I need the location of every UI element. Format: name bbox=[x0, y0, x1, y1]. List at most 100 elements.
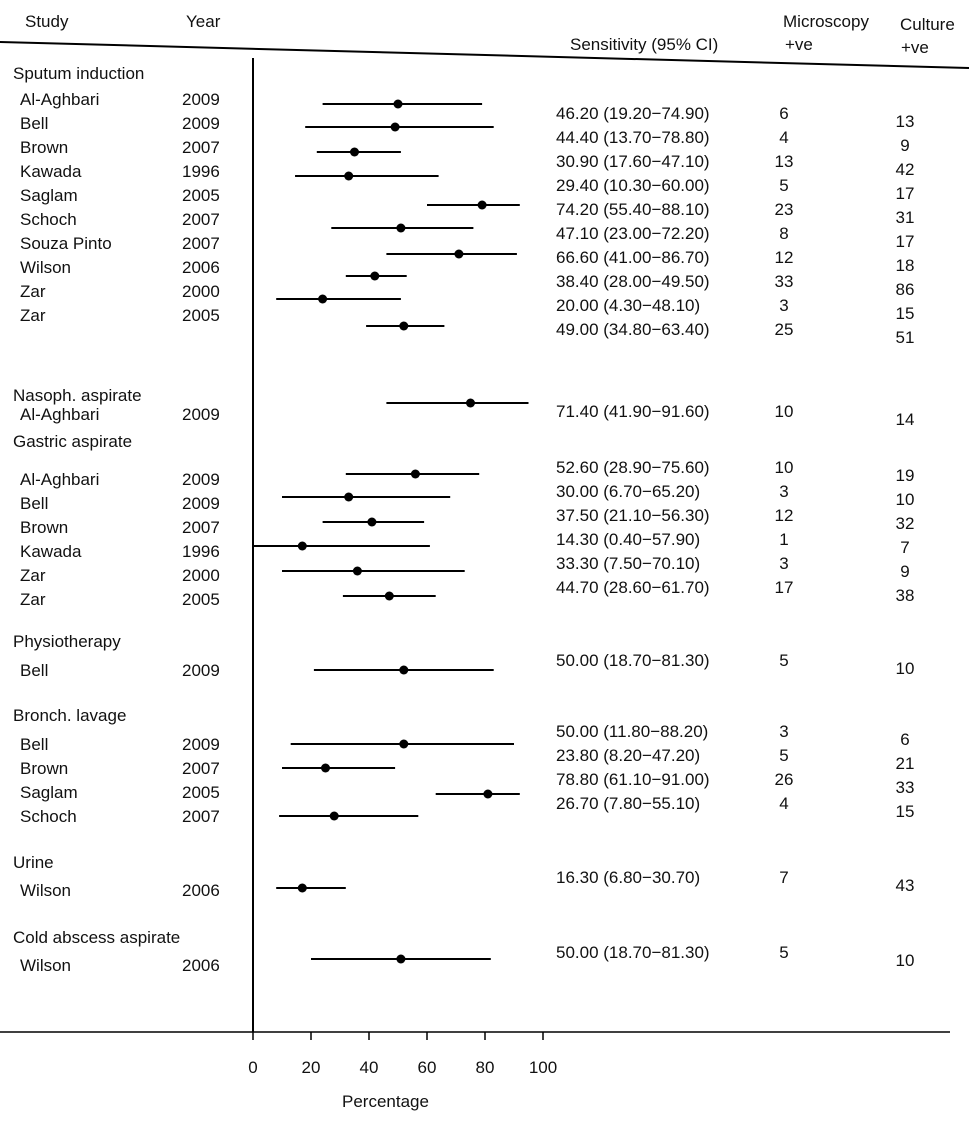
study-year: 2007 bbox=[182, 210, 220, 229]
microscopy-count: 4 bbox=[779, 128, 789, 147]
point-estimate bbox=[344, 171, 354, 181]
group-label: Cold abscess aspirate bbox=[13, 928, 181, 947]
x-tick-label: 80 bbox=[475, 1058, 495, 1077]
point-estimate bbox=[399, 665, 409, 675]
study-name: Brown bbox=[20, 518, 69, 537]
culture-count: 17 bbox=[895, 232, 915, 251]
sensitivity-ci: 50.00 (18.70−81.30) bbox=[556, 943, 710, 962]
study-name: Bell bbox=[20, 494, 49, 513]
microscopy-count: 3 bbox=[779, 296, 789, 315]
point-estimate bbox=[454, 249, 464, 259]
microscopy-count: 33 bbox=[774, 272, 794, 291]
study-year: 2007 bbox=[182, 518, 220, 537]
group-label: Physiotherapy bbox=[13, 632, 121, 651]
study-year: 2009 bbox=[182, 661, 220, 680]
point-estimate bbox=[393, 99, 403, 109]
study-year: 2007 bbox=[182, 759, 220, 778]
culture-count: 43 bbox=[895, 876, 915, 895]
group-label: Nasoph. aspirate bbox=[13, 386, 142, 405]
x-tick-label: 60 bbox=[417, 1058, 437, 1077]
sensitivity-ci: 29.40 (10.30−60.00) bbox=[556, 176, 710, 195]
point-estimate bbox=[318, 294, 328, 304]
culture-count: 31 bbox=[895, 208, 915, 227]
study-year: 2009 bbox=[182, 405, 220, 424]
point-estimate bbox=[297, 883, 307, 893]
study-year: 2006 bbox=[182, 956, 220, 975]
study-year: 2006 bbox=[182, 258, 220, 277]
microscopy-count: 10 bbox=[774, 458, 794, 477]
microscopy-count: 13 bbox=[774, 152, 794, 171]
culture-count: 86 bbox=[895, 280, 915, 299]
point-estimate bbox=[466, 398, 475, 408]
point-estimate bbox=[350, 147, 359, 157]
microscopy-count: 26 bbox=[774, 770, 794, 789]
microscopy-count: 4 bbox=[779, 794, 789, 813]
x-tick-label: 100 bbox=[528, 1058, 558, 1077]
sensitivity-ci: 20.00 (4.30−48.10) bbox=[556, 296, 701, 315]
culture-count: 21 bbox=[895, 754, 915, 773]
point-estimate bbox=[344, 492, 354, 502]
sensitivity-ci: 33.30 (7.50−70.10) bbox=[556, 554, 701, 573]
culture-count: 9 bbox=[900, 562, 910, 581]
culture-count: 15 bbox=[895, 802, 915, 821]
point-estimate bbox=[321, 763, 330, 773]
study-name: Zar bbox=[20, 306, 46, 325]
culture-count: 51 bbox=[895, 328, 915, 347]
culture-count: 10 bbox=[895, 951, 915, 970]
study-name: Saglam bbox=[20, 783, 78, 802]
header-culture-ve: +ve bbox=[901, 38, 929, 57]
study-name: Schoch bbox=[20, 210, 77, 229]
culture-count: 32 bbox=[895, 514, 915, 533]
study-year: 1996 bbox=[182, 162, 220, 181]
point-estimate bbox=[477, 200, 487, 210]
x-tick-label: 40 bbox=[359, 1058, 379, 1077]
point-estimate bbox=[352, 566, 362, 576]
header-culture: Culture bbox=[900, 15, 955, 34]
header-study: Study bbox=[25, 12, 69, 31]
study-name: Wilson bbox=[20, 956, 72, 975]
study-name: Bell bbox=[20, 661, 49, 680]
point-estimate bbox=[483, 789, 493, 799]
sensitivity-ci: 38.40 (28.00−49.50) bbox=[556, 272, 710, 291]
sensitivity-ci: 16.30 (6.80−30.70) bbox=[556, 868, 701, 887]
group-label: Urine bbox=[13, 853, 54, 872]
sensitivity-ci: 30.00 (6.70−65.20) bbox=[556, 482, 701, 501]
microscopy-count: 12 bbox=[774, 248, 794, 267]
point-estimate bbox=[410, 469, 420, 479]
sensitivity-ci: 50.00 (11.80−88.20) bbox=[556, 722, 709, 741]
group-label: Gastric aspirate bbox=[13, 432, 133, 451]
study-name: Bell bbox=[20, 114, 49, 133]
x-tick-label: 0 bbox=[248, 1058, 258, 1077]
study-year: 2007 bbox=[182, 138, 220, 157]
study-year: 2007 bbox=[182, 234, 220, 253]
microscopy-count: 3 bbox=[779, 554, 789, 573]
sensitivity-ci: 44.40 (13.70−78.80) bbox=[556, 128, 710, 147]
study-year: 2009 bbox=[182, 735, 220, 754]
sensitivity-ci: 26.70 (7.80−55.10) bbox=[556, 794, 701, 813]
study-year: 2005 bbox=[182, 590, 220, 609]
study-name: Souza Pinto bbox=[20, 234, 112, 253]
microscopy-count: 6 bbox=[779, 104, 789, 123]
study-year: 2000 bbox=[182, 566, 220, 585]
culture-count: 10 bbox=[895, 490, 915, 509]
study-year: 2009 bbox=[182, 494, 220, 513]
culture-count: 7 bbox=[900, 538, 910, 557]
microscopy-count: 3 bbox=[779, 722, 789, 741]
culture-count: 9 bbox=[900, 136, 910, 155]
study-year: 2009 bbox=[182, 114, 220, 133]
study-name: Brown bbox=[20, 138, 69, 157]
study-name: Schoch bbox=[20, 807, 77, 826]
microscopy-count: 25 bbox=[774, 320, 794, 339]
study-year: 2006 bbox=[182, 881, 220, 900]
study-year: 2005 bbox=[182, 186, 220, 205]
microscopy-count: 3 bbox=[779, 482, 789, 501]
point-estimate bbox=[396, 954, 406, 964]
sensitivity-ci: 23.80 (8.20−47.20) bbox=[556, 746, 701, 765]
culture-count: 10 bbox=[895, 659, 915, 678]
sensitivity-ci: 74.20 (55.40−88.10) bbox=[556, 200, 710, 219]
sensitivity-ci: 37.50 (21.10−56.30) bbox=[556, 506, 710, 525]
study-year: 2009 bbox=[182, 470, 220, 489]
study-year: 2005 bbox=[182, 306, 220, 325]
point-estimate bbox=[390, 122, 400, 132]
